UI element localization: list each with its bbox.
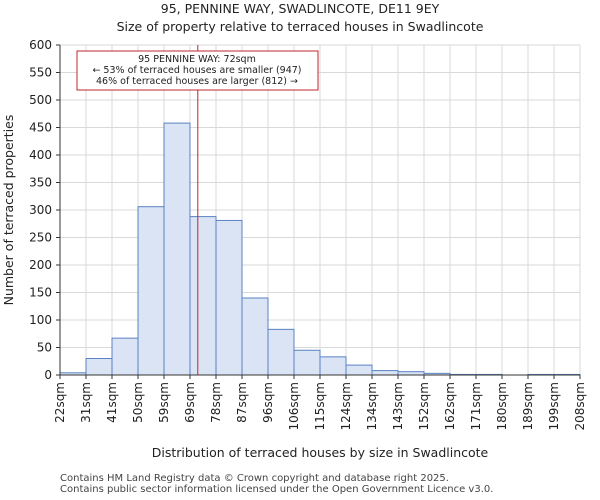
y-tick-label: 150 (29, 286, 52, 300)
x-tick-label: 50sqm (131, 382, 145, 423)
x-tick-label: 180sqm (495, 382, 509, 430)
y-tick-label: 350 (29, 176, 52, 190)
histogram-bar (215, 219, 243, 376)
x-tick-labels: 22sqm 31sqm 41sqm 50sqm 59sqm 69sqm 78sqm 87sqm… (53, 375, 587, 430)
x-tick-label: 208sqm (573, 382, 587, 430)
histogram-bar (189, 216, 217, 376)
x-axis-label: Distribution of terraced houses by size … (152, 445, 489, 460)
footer-licence: Contains public sector information licen… (60, 484, 494, 495)
x-tick-label: 152sqm (417, 382, 431, 430)
y-tick-label: 0 (44, 368, 52, 382)
x-tick-label: 162sqm (443, 382, 457, 430)
histogram-bar (137, 206, 165, 376)
x-tick-label: 22sqm (53, 382, 67, 423)
y-tick-label: 250 (29, 231, 52, 245)
x-tick-label: 41sqm (105, 382, 119, 423)
x-tick-label: 78sqm (209, 382, 223, 423)
footer-copyright: Contains HM Land Registry data © Crown c… (60, 473, 449, 484)
x-tick-label: 124sqm (339, 382, 353, 430)
histogram-bar (163, 122, 191, 376)
y-tick-label: 550 (29, 66, 52, 80)
annotation-larger: 46% of terraced houses are larger (812) … (96, 76, 298, 87)
annotation-smaller: ← 53% of terraced houses are smaller (94… (92, 65, 301, 76)
y-tick-label: 50 (37, 341, 52, 355)
y-tick-label: 100 (29, 313, 52, 327)
x-tick-label: 134sqm (365, 382, 379, 430)
x-tick-label: 69sqm (183, 382, 197, 423)
x-tick-label: 96sqm (261, 382, 275, 423)
histogram-bar (85, 358, 113, 376)
x-tick-label: 199sqm (547, 382, 561, 430)
y-tick-label: 600 (29, 38, 52, 52)
x-tick-label: 115sqm (313, 382, 327, 430)
x-tick-label: 189sqm (521, 382, 535, 430)
chart-subtitle: Size of property relative to terraced ho… (117, 19, 484, 34)
y-tick-label: 200 (29, 258, 52, 272)
y-tick-labels: 0 50 100 150 200 250 300 350 400 450 500 550 600 (29, 38, 60, 382)
histogram-bar (267, 328, 295, 376)
y-tick-label: 300 (29, 203, 52, 217)
x-tick-label: 31sqm (79, 382, 93, 423)
x-tick-label: 59sqm (157, 382, 171, 423)
histogram-bar (241, 297, 269, 376)
histogram-bar (371, 370, 399, 376)
x-tick-label: 106sqm (287, 382, 301, 430)
y-tick-label: 450 (29, 121, 52, 135)
x-tick-label: 171sqm (469, 382, 483, 430)
histogram-bar (293, 349, 321, 376)
x-tick-label: 87sqm (235, 382, 249, 423)
annotation-box (76, 50, 319, 91)
annotation-title: 95 PENNINE WAY: 72sqm (138, 54, 256, 65)
histogram-bar (345, 364, 373, 376)
y-tick-label: 500 (29, 93, 52, 107)
histogram-bar (111, 337, 139, 376)
y-axis-label: Number of terraced properties (1, 115, 16, 306)
x-tick-label: 143sqm (391, 382, 405, 430)
histogram-bar (319, 356, 347, 376)
y-tick-label: 400 (29, 148, 52, 162)
chart-title: 95, PENNINE WAY, SWADLINCOTE, DE11 9EY (161, 1, 440, 16)
